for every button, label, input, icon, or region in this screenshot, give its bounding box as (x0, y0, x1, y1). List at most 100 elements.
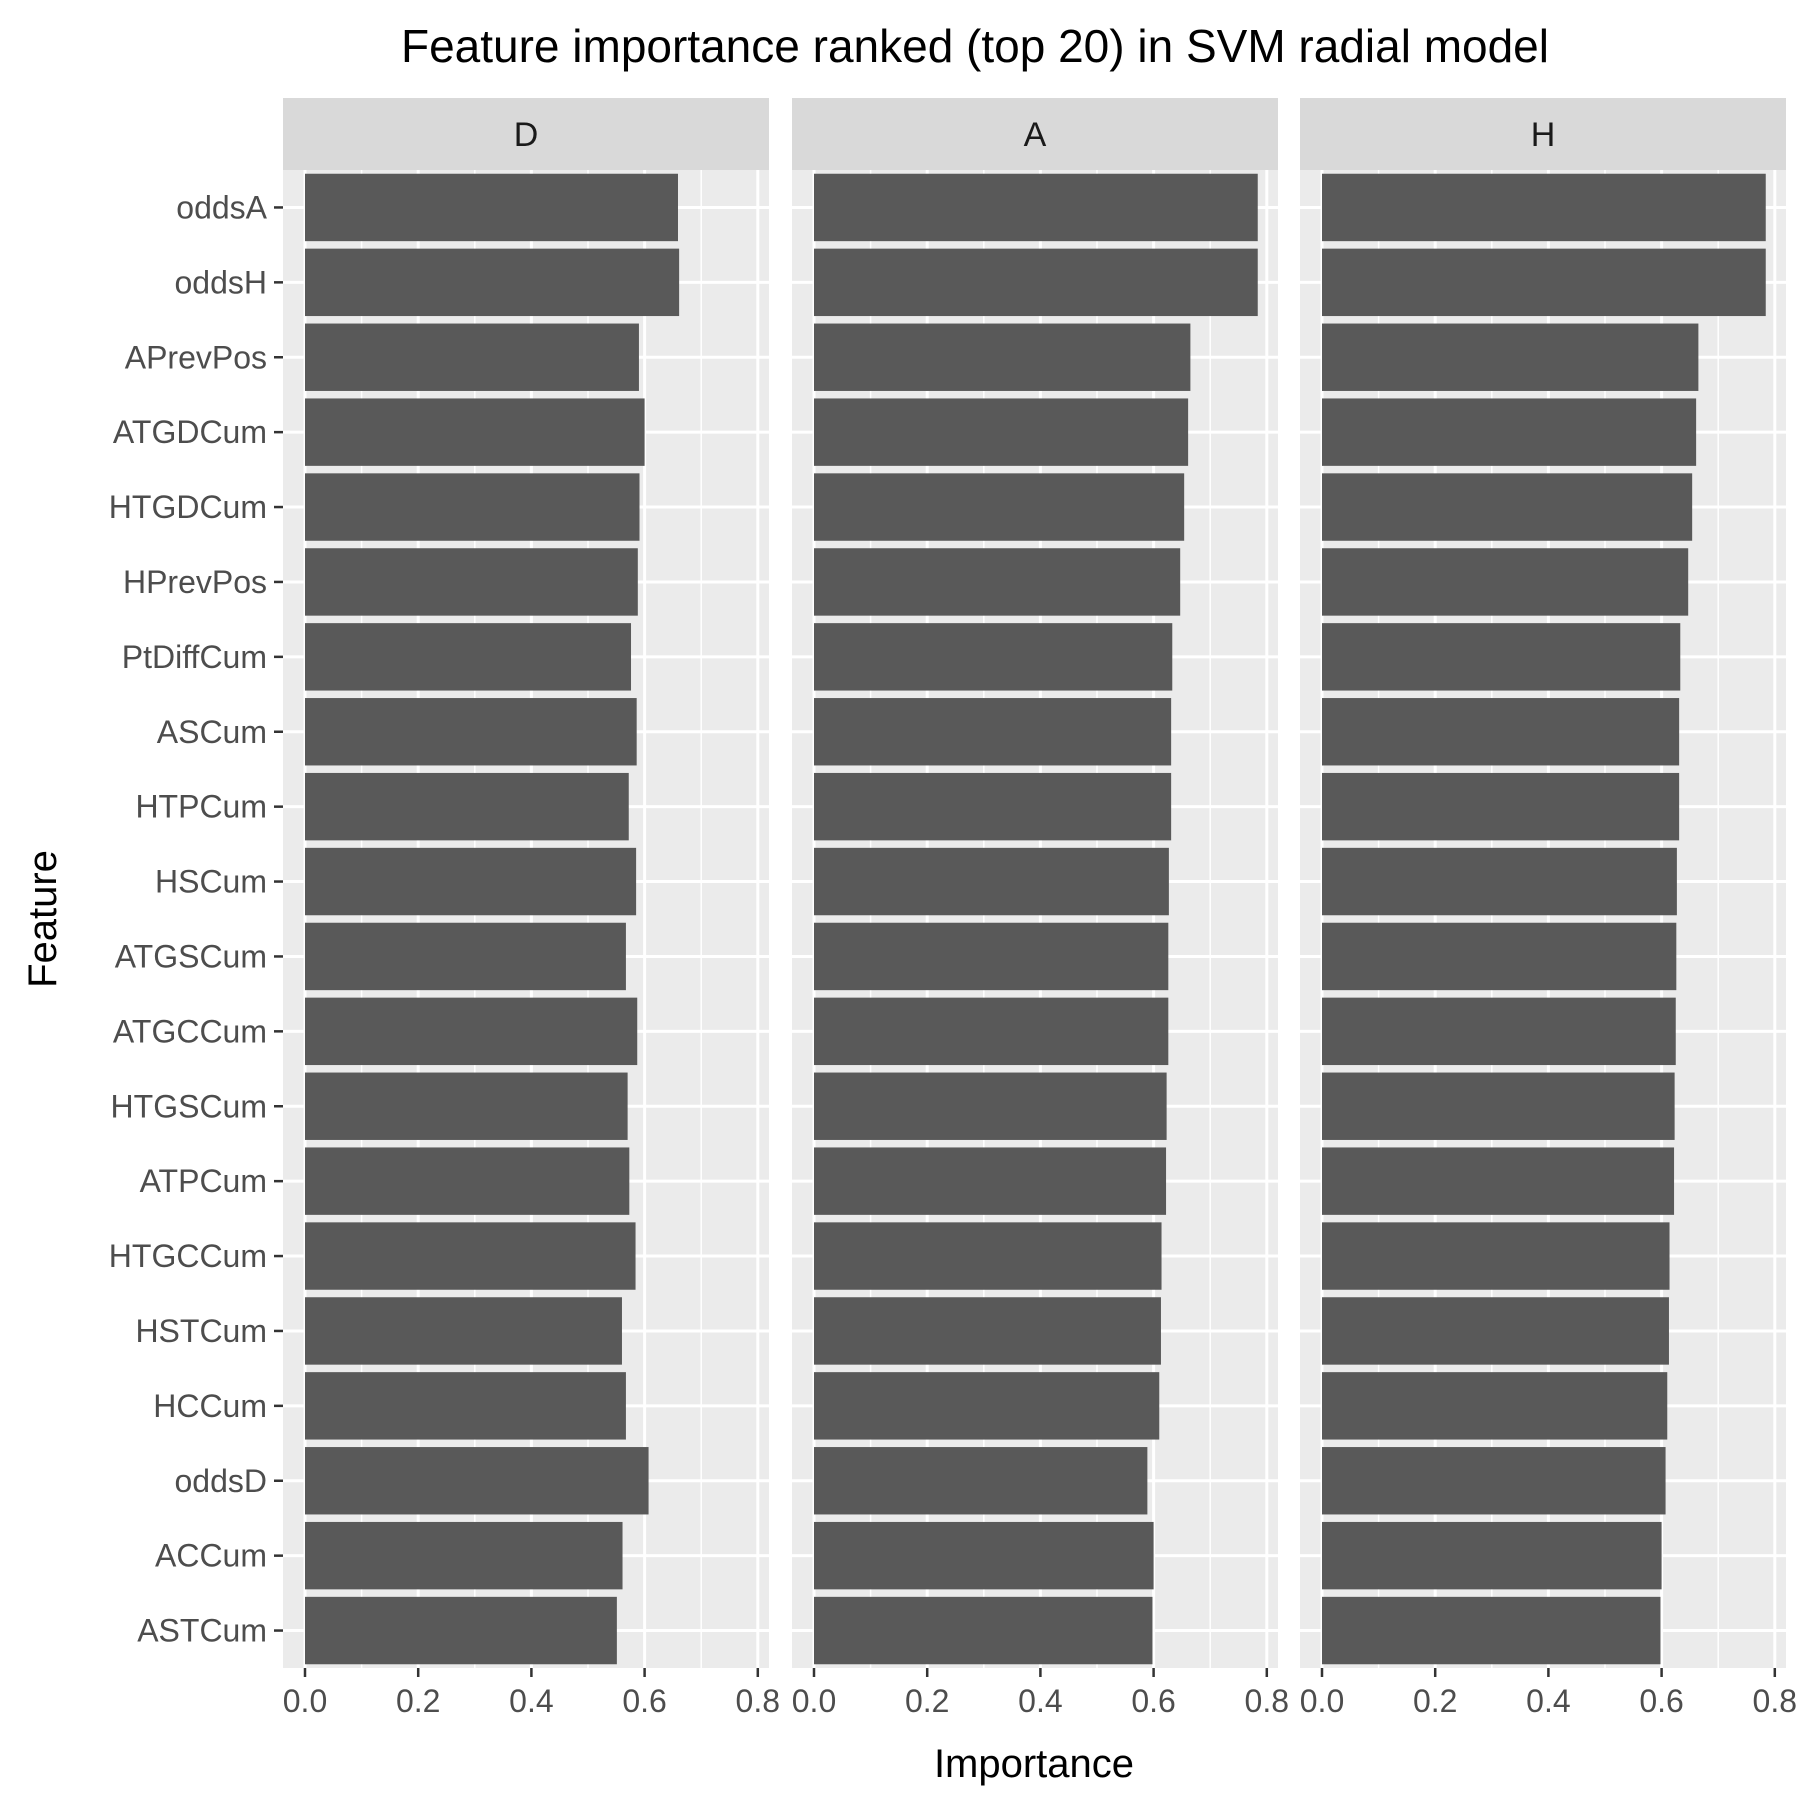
chart-title: Feature importance ranked (top 20) in SV… (401, 20, 1549, 72)
bar-ASTCum (814, 1596, 1153, 1665)
bar-HTGSCum (814, 1072, 1167, 1140)
bar-HTGDCum (305, 473, 640, 541)
bar-ASCum (305, 698, 637, 766)
panel-background (792, 170, 1278, 1668)
x-tick-label: 0.8 (736, 1683, 780, 1719)
x-tick-label: 0.4 (1018, 1683, 1062, 1719)
bar-oddsH (1322, 248, 1766, 317)
y-tick-label-HSTCum: HSTCum (135, 1313, 267, 1349)
y-tick-label-ATGDCum: ATGDCum (113, 414, 267, 450)
bar-ATGCCum (305, 997, 638, 1066)
bar-APrevPos (1322, 323, 1699, 391)
x-tick-label: 0.2 (396, 1683, 440, 1719)
y-tick-label-PtDiffCum: PtDiffCum (122, 639, 267, 675)
bar-ATPCum (1322, 1147, 1675, 1215)
bar-HSTCum (814, 1297, 1161, 1365)
bar-HTPCum (814, 772, 1172, 841)
x-tick-label: 0.4 (509, 1683, 553, 1719)
facet-panels: D 0.0 0.2 0.4 0.6 0.8 A 0.0 0.2 0.4 0.6 0.8 H 0.0 0.2 0… (283, 98, 1797, 1719)
bar-HSTCum (1322, 1297, 1669, 1365)
facet-panel-A: A 0.0 0.2 0.4 0.6 0.8 (792, 98, 1289, 1719)
y-axis-title: Feature (21, 850, 65, 988)
bar-HTGSCum (305, 1072, 628, 1140)
facet-strip (283, 98, 769, 170)
x-tick-label: 0.0 (1300, 1683, 1344, 1719)
bar-HTGDCum (1322, 473, 1693, 541)
bar-APrevPos (814, 323, 1191, 391)
bar-ASCum (814, 698, 1172, 766)
y-tick-label-APrevPos: APrevPos (125, 339, 267, 375)
y-tick-label-oddsH: oddsH (175, 264, 268, 300)
y-tick-label-HTGSCum: HTGSCum (111, 1088, 267, 1124)
facet-panel-H: H 0.0 0.2 0.4 0.6 0.8 (1300, 98, 1797, 1719)
bar-ATPCum (305, 1147, 630, 1215)
bar-HTGSCum (1322, 1072, 1675, 1140)
bar-HSTCum (305, 1297, 622, 1365)
bar-PtDiffCum (1322, 623, 1681, 691)
bar-ATGDCum (814, 398, 1189, 466)
x-tick-label: 0.8 (1245, 1683, 1289, 1719)
bar-HPrevPos (1322, 548, 1689, 616)
panel-background (283, 170, 769, 1668)
bar-ATPCum (814, 1147, 1167, 1215)
x-tick-label: 0.0 (792, 1683, 836, 1719)
x-tick-label: 0.8 (1753, 1683, 1797, 1719)
y-tick-label-oddsA: oddsA (176, 189, 267, 225)
y-tick-label-HSCum: HSCum (155, 864, 267, 900)
bar-oddsD (1322, 1447, 1666, 1515)
x-tick-label: 0.6 (1131, 1683, 1175, 1719)
bar-PtDiffCum (814, 623, 1173, 691)
facet-strip (1300, 98, 1786, 170)
y-tick-label-HTGCCum: HTGCCum (109, 1238, 267, 1274)
bar-oddsA (305, 173, 678, 242)
bar-HCCum (305, 1372, 626, 1440)
bar-oddsD (305, 1447, 649, 1515)
bar-ASCum (1322, 698, 1680, 766)
bar-oddsH (814, 248, 1258, 317)
facet-strip (792, 98, 1278, 170)
bar-oddsA (1322, 173, 1766, 242)
bar-oddsH (305, 248, 680, 317)
facet-strip-label: A (1024, 116, 1047, 154)
facet-strip-label: H (1531, 116, 1556, 154)
bar-oddsD (814, 1447, 1148, 1515)
bar-HPrevPos (814, 548, 1181, 616)
bar-HSCum (305, 847, 637, 916)
bar-ATGSCum (305, 922, 626, 991)
bar-APrevPos (305, 323, 639, 391)
bar-ASTCum (305, 1596, 617, 1665)
bar-ATGCCum (1322, 997, 1676, 1066)
facet-strip-label: D (514, 116, 539, 154)
y-tick-label-HTPCum: HTPCum (135, 789, 267, 825)
y-tick-label-HCCum: HCCum (153, 1388, 267, 1424)
x-tick-label: 0.0 (283, 1683, 327, 1719)
bar-HSCum (1322, 847, 1677, 916)
bar-HCCum (1322, 1372, 1668, 1440)
y-tick-label-ASCum: ASCum (157, 714, 267, 750)
x-tick-label: 0.6 (622, 1683, 666, 1719)
x-tick-label: 0.2 (905, 1683, 949, 1719)
y-tick-label-ATGCCum: ATGCCum (113, 1013, 267, 1049)
bar-HPrevPos (305, 548, 638, 616)
x-axis-title: Importance (934, 1742, 1134, 1786)
y-tick-label-ACCum: ACCum (155, 1538, 267, 1574)
bar-ATGCCum (814, 997, 1169, 1066)
bar-ATGSCum (814, 922, 1169, 991)
y-axis-tick-labels: oddsA oddsH APrevPos ATGDCum HTGDCum HPrevPos… (109, 189, 283, 1649)
bar-HTPCum (1322, 772, 1680, 841)
x-tick-label: 0.2 (1413, 1683, 1457, 1719)
bar-HTGCCum (814, 1222, 1162, 1290)
bar-HTGCCum (1322, 1222, 1670, 1290)
bar-oddsA (814, 173, 1258, 242)
bar-HSCum (814, 847, 1169, 916)
bar-ACCum (1322, 1521, 1662, 1590)
bar-HTGDCum (814, 473, 1185, 541)
y-tick-label-HPrevPos: HPrevPos (123, 564, 267, 600)
x-tick-label: 0.6 (1639, 1683, 1683, 1719)
y-tick-label-ATPCum: ATPCum (140, 1163, 267, 1199)
y-tick-label-HTGDCum: HTGDCum (109, 489, 267, 525)
bar-ACCum (305, 1521, 623, 1590)
y-tick-label-ASTCum: ASTCum (137, 1613, 267, 1649)
bar-HTGCCum (305, 1222, 636, 1290)
y-tick-label-ATGSCum: ATGSCum (115, 938, 267, 974)
